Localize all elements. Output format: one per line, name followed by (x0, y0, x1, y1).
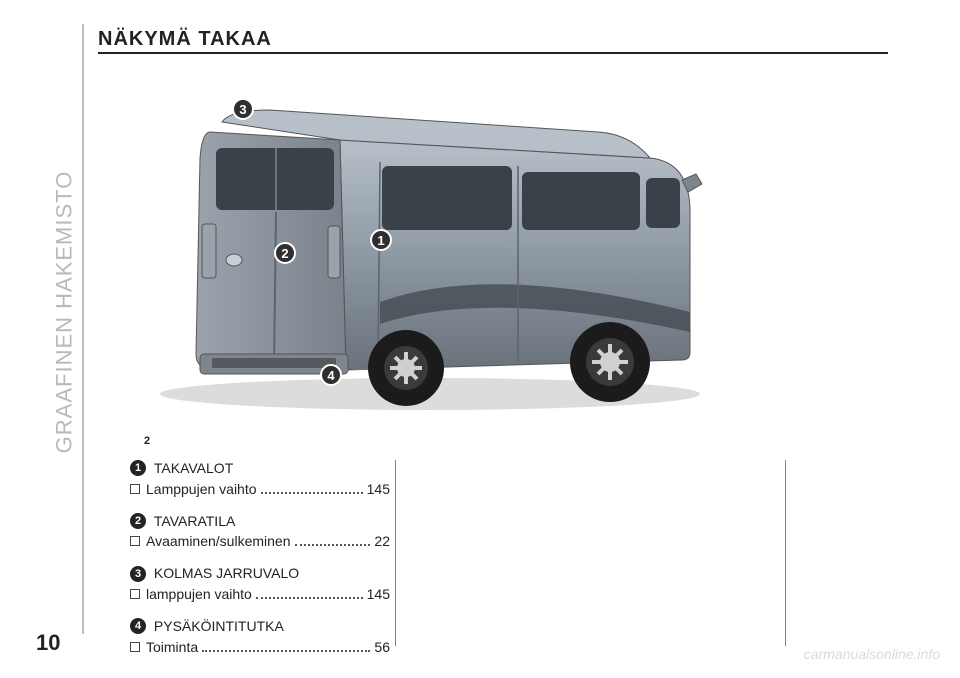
leader-dots (295, 544, 371, 546)
figure-number: 2 (144, 435, 150, 447)
van-illustration (130, 62, 710, 422)
index-item-1: 1 TAKAVALOT Lamppujen vaihto 145 (130, 458, 390, 499)
index-page-ref: 145 (367, 585, 390, 604)
figure-marker-1: 1 (370, 229, 392, 251)
index-item-title: PYSÄKÖINTITUTKA (154, 618, 284, 634)
index-item-3: 3 KOLMAS JARRUVALO lamppujen vaihto 145 (130, 563, 390, 604)
index-badge: 4 (130, 618, 146, 634)
index-item-2: 2 TAVARATILA Avaaminen/sulkeminen 22 (130, 511, 390, 552)
sidebar-section-label: GRAAFINEN HAKEMISTO (50, 25, 78, 325)
sidebar-rule (82, 24, 84, 634)
index-subitem: lamppujen vaihto 145 (130, 585, 390, 604)
title-underline (98, 52, 888, 54)
index-sub-label: lamppujen vaihto (146, 585, 252, 604)
index-item-title: KOLMAS JARRUVALO (154, 565, 299, 581)
index-sub-label: Toiminta (146, 638, 198, 657)
index-badge: 1 (130, 460, 146, 476)
figure-marker-4: 4 (320, 364, 342, 386)
index-item-4: 4 PYSÄKÖINTITUTKA Toiminta 56 (130, 616, 390, 657)
index-subitem: Lamppujen vaihto 145 (130, 480, 390, 499)
column-divider-2 (785, 460, 786, 646)
page-number: 10 (36, 630, 60, 656)
leader-dots (256, 597, 363, 599)
index-subitem: Avaaminen/sulkeminen 22 (130, 532, 390, 551)
index-sub-label: Avaaminen/sulkeminen (146, 532, 291, 551)
sidebar-section-text: GRAAFINEN HAKEMISTO (51, 171, 77, 454)
column-divider-1 (395, 460, 396, 646)
page-title: NÄKYMÄ TAKAA (98, 28, 272, 51)
bullet-square-icon (130, 484, 140, 494)
watermark-text: carmanualsonline.info (804, 646, 940, 662)
bullet-square-icon (130, 536, 140, 546)
index-page-ref: 56 (374, 638, 390, 657)
index-item-title: TAKAVALOT (154, 460, 233, 476)
figure-marker-3: 3 (232, 98, 254, 120)
index-column: 1 TAKAVALOT Lamppujen vaihto 145 2 TAVAR… (130, 458, 390, 669)
index-page-ref: 145 (367, 480, 390, 499)
index-page-ref: 22 (374, 532, 390, 551)
bullet-square-icon (130, 589, 140, 599)
index-badge: 3 (130, 566, 146, 582)
leader-dots (202, 650, 370, 652)
bullet-square-icon (130, 642, 140, 652)
index-sub-label: Lamppujen vaihto (146, 480, 257, 499)
figure-marker-2: 2 (274, 242, 296, 264)
leader-dots (261, 492, 363, 494)
index-item-title: TAVARATILA (154, 512, 235, 528)
vehicle-rear-figure: 1 2 3 4 (130, 62, 710, 422)
index-badge: 2 (130, 513, 146, 529)
index-subitem: Toiminta 56 (130, 638, 390, 657)
